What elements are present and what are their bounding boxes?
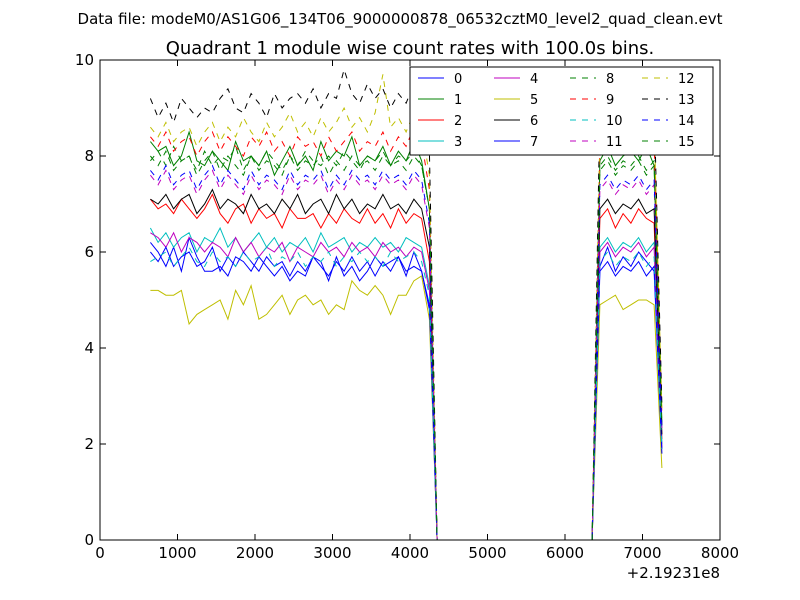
series-line-12	[150, 74, 663, 540]
series-line-6	[150, 188, 663, 540]
series-line-2	[150, 193, 663, 540]
x-tick-label: 6000	[546, 544, 584, 562]
series-line-11	[150, 169, 663, 540]
legend-label-13: 13	[678, 93, 695, 108]
x-tick-label: 4000	[391, 544, 429, 562]
x-tick-label: 5000	[468, 544, 506, 562]
x-tick-label: 7000	[623, 544, 661, 562]
y-tick-label: 2	[84, 435, 94, 453]
legend-frame	[409, 66, 714, 156]
legend-label-12: 12	[678, 72, 695, 87]
x-offset-label: +2.19231e8	[627, 564, 720, 582]
chart-title: Quadrant 1 module wise count rates with …	[166, 38, 655, 59]
legend-label-7: 7	[530, 135, 538, 150]
x-axis: 0 1000 2000 3000 4000 5000 6000 7000 8000	[95, 60, 739, 562]
series-line-1	[150, 130, 663, 540]
y-tick-label: 10	[75, 51, 94, 69]
x-tick-label: 8000	[701, 544, 739, 562]
y-tick-label: 6	[84, 243, 94, 261]
y-tick-label: 0	[84, 531, 94, 549]
y-tick-label: 8	[84, 147, 94, 165]
series-line-14	[150, 164, 663, 540]
series-line-7	[150, 245, 663, 540]
legend-label-14: 14	[678, 114, 695, 129]
series-line-8	[150, 145, 663, 540]
series-line-10	[150, 246, 663, 540]
figure-suptitle: Data file: modeM0/AS1G06_134T06_90000008…	[78, 10, 723, 29]
series-line-3	[149, 226, 663, 540]
legend-label-9: 9	[606, 93, 614, 108]
legend-label-4: 4	[530, 72, 538, 87]
legend-label-11: 11	[606, 135, 623, 150]
legend-label-2: 2	[454, 114, 462, 129]
x-tick-label: 2000	[236, 544, 274, 562]
legend-label-10: 10	[606, 114, 623, 129]
series-line-15	[150, 150, 663, 540]
legend-label-5: 5	[530, 93, 538, 108]
legend-label-6: 6	[530, 114, 538, 129]
y-tick-label: 4	[84, 339, 94, 357]
series-line-4	[150, 231, 663, 540]
x-tick-label: 3000	[313, 544, 351, 562]
legend-label-1: 1	[454, 93, 462, 108]
legend-label-15: 15	[678, 135, 695, 150]
legend-label-3: 3	[454, 135, 462, 150]
series-line-5	[150, 275, 663, 540]
legend-label-0: 0	[454, 72, 462, 87]
legend-label-8: 8	[606, 72, 614, 87]
x-tick-label: 1000	[158, 544, 196, 562]
x-tick-label: 0	[95, 544, 105, 562]
